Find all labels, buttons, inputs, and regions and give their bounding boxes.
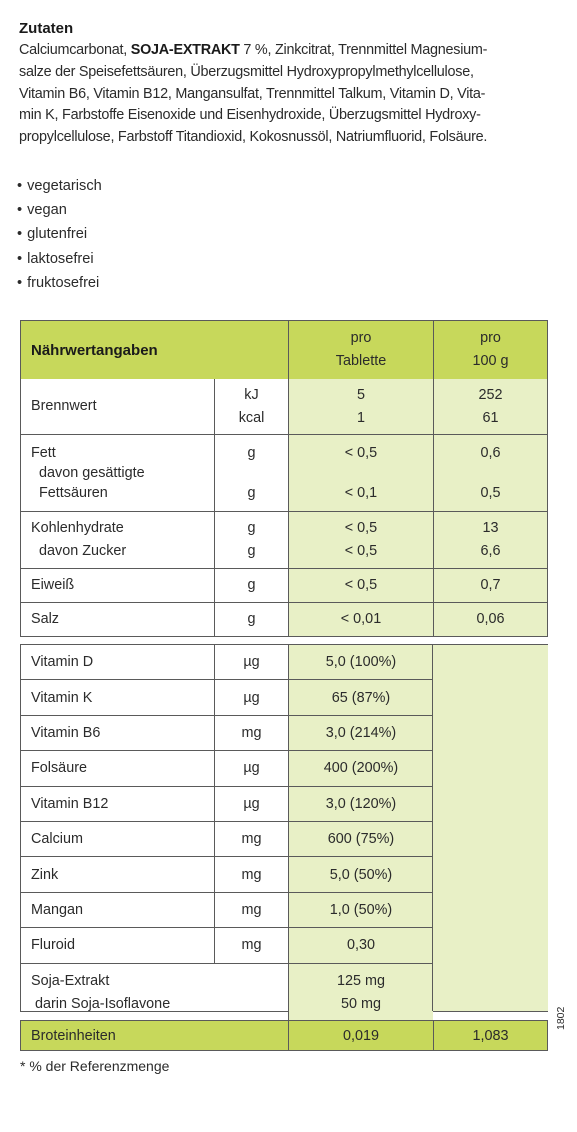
- nutrient-label-cell: Brennwert: [31, 398, 97, 414]
- header-per-100g-l2: 100 g: [472, 353, 509, 369]
- vitamin-per-tablet: 5,0 (100%): [288, 645, 433, 680]
- soja-label-1: Soja-Extrakt: [31, 972, 110, 989]
- broteinheiten-tablet: 0,019: [288, 1021, 433, 1050]
- property-item: glutenfrei: [17, 222, 102, 246]
- nutrient-per-100g-cell: 0,06: [433, 603, 547, 636]
- nutrient-per-tablet-cell: < 0,01: [288, 603, 433, 636]
- vitamin-per-tablet: 65 (87%): [288, 680, 433, 715]
- nutrition-row: Kohlenhydrate davon Zucker g g < 0,5 < 0,5 13…: [21, 511, 547, 568]
- broteinheiten-row: Broteinheiten 0,019 1,083: [21, 1021, 547, 1050]
- nutrient-per-100g-cell: 0,6 0,5: [433, 435, 547, 511]
- vitamin-label: Folsäure: [31, 760, 87, 777]
- vitamin-per-tablet: 3,0 (120%): [288, 786, 433, 821]
- soja-label-cell: Soja-Extrakt darin Soja-Isoflavone: [21, 964, 288, 1022]
- vitamin-unit: mg: [214, 857, 288, 892]
- vitamin-row: Fluroid mg 0,30: [21, 927, 547, 963]
- vitamin-per-tablet: 400 (200%): [288, 751, 433, 786]
- nutrient-label-cell: Salz: [31, 611, 59, 627]
- vitamin-unit: µg: [214, 751, 288, 786]
- nutrition-row: Fett davon gesättigte Fettsäuren g g < 0,5…: [21, 434, 547, 511]
- broteinheiten-label: Broteinheiten: [31, 1027, 116, 1044]
- broteinheiten-per100: 1,083: [433, 1021, 547, 1050]
- nutrition-title: Nährwertangaben: [31, 341, 158, 359]
- vitamin-label: Zink: [31, 866, 59, 883]
- nutrient-per-100g-cell: 0,7: [433, 569, 547, 602]
- vitamin-row: Zink mg 5,0 (50%): [21, 856, 547, 892]
- soja-value-1: 125 mg: [337, 972, 385, 989]
- nutrient-label-cell: Kohlenhydrate davon Zucker: [31, 520, 127, 559]
- nutrient-unit-cell: g: [214, 569, 288, 602]
- vitamin-unit: mg: [214, 892, 288, 928]
- vitamin-row: Vitamin B12 µg 3,0 (120%): [21, 785, 547, 821]
- vitamin-per-tablet: 600 (75%): [288, 821, 433, 857]
- nutrition-table: Nährwertangaben pro Tablette pro 100 g B…: [20, 320, 548, 637]
- property-item: vegetarisch: [17, 174, 102, 198]
- soja-label-2: darin Soja-Isoflavone: [35, 995, 171, 1012]
- vitamin-label: Vitamin B6: [31, 724, 101, 741]
- header-title-cell: Nährwertangaben: [21, 321, 288, 379]
- soja-row: Soja-Extrakt darin Soja-Isoflavone 125 m…: [21, 962, 547, 1022]
- vitamin-per-tablet: 0,30: [288, 928, 433, 963]
- nutrient-unit-cell: kJ kcal: [214, 379, 288, 434]
- nutrient-per-100g-cell: 13 6,6: [433, 512, 547, 568]
- vitamin-unit: mg: [214, 928, 288, 963]
- footnote: * % der Referenzmenge: [20, 1058, 170, 1074]
- soja-value-2: 50 mg: [341, 995, 381, 1012]
- vitamin-unit: mg: [214, 821, 288, 857]
- nutrient-per-tablet-cell: < 0,5 < 0,1: [288, 435, 433, 511]
- nutrient-unit-cell: g: [214, 603, 288, 636]
- vitamin-per-tablet: 5,0 (50%): [288, 857, 433, 892]
- article-code: 1802: [555, 1006, 567, 1030]
- vitamin-unit: µg: [214, 680, 288, 715]
- vitamin-label: Fluroid: [31, 937, 75, 954]
- ingredients-section: Zutaten Calciumcarbonat, SOJA-EXTRAKT 7 …: [19, 20, 559, 149]
- nutrition-row: Eiweiß g < 0,5 0,7: [21, 568, 547, 602]
- vitamin-row: Vitamin K µg 65 (87%): [21, 679, 547, 715]
- vitamin-per-tablet: 3,0 (214%): [288, 715, 433, 751]
- properties-list: vegetarischveganglutenfreilaktosefreifru…: [17, 174, 102, 295]
- vitamin-label: Calcium: [31, 831, 83, 848]
- vitamin-unit: µg: [214, 645, 288, 680]
- nutrient-label-cell: Fett davon gesättigte Fettsäuren: [31, 445, 145, 501]
- vitamin-label: Mangan: [31, 901, 84, 918]
- nutrition-row: Salz g < 0,01 0,06: [21, 602, 547, 636]
- nutrient-per-100g-cell: 252 61: [433, 379, 547, 434]
- nutrient-unit-cell: g g: [214, 435, 288, 511]
- vitamin-per-tablet: 1,0 (50%): [288, 892, 433, 928]
- header-per-tablet-l2: Tablette: [335, 353, 387, 369]
- ingredients-heading: Zutaten: [19, 20, 74, 37]
- vitamin-row: Mangan mg 1,0 (50%): [21, 891, 547, 928]
- property-item: laktosefrei: [17, 247, 102, 271]
- header-per-tablet: pro Tablette: [288, 321, 433, 379]
- ingredients-text: Calciumcarbonat, SOJA-EXTRAKT 7 %, Zinkc…: [19, 42, 488, 146]
- header-per-tablet-l1: pro: [350, 330, 372, 346]
- vitamin-row: Folsäure µg 400 (200%): [21, 750, 547, 786]
- vitamin-label: Vitamin B12: [31, 795, 109, 812]
- property-item: vegan: [17, 198, 102, 222]
- vitamin-row: Calcium mg 600 (75%): [21, 820, 547, 857]
- vitamin-unit: µg: [214, 786, 288, 821]
- header-per-100g-l1: pro: [480, 330, 501, 346]
- vitamin-label: Vitamin D: [31, 654, 94, 671]
- nutrient-label-cell: Eiweiß: [31, 577, 75, 593]
- header-per-100g: pro 100 g: [433, 321, 547, 379]
- vitamin-row: Vitamin D µg 5,0 (100%): [21, 645, 547, 680]
- soja-value-cell: 125 mg 50 mg: [288, 963, 433, 1022]
- vitamin-row: Vitamin B6 mg 3,0 (214%): [21, 714, 547, 751]
- vitamin-unit: mg: [214, 715, 288, 751]
- property-item: fruktosefrei: [17, 271, 102, 295]
- vitamin-label: Vitamin K: [31, 689, 93, 706]
- nutrient-per-tablet-cell: < 0,5: [288, 569, 433, 602]
- nutrient-per-tablet-cell: < 0,5 < 0,5: [288, 512, 433, 568]
- nutrition-row: Brennwert kJ kcal 5 1 252 61: [21, 379, 547, 434]
- broteinheiten-table: Broteinheiten 0,019 1,083: [20, 1020, 548, 1051]
- per-100g-empty-column: [432, 645, 548, 1011]
- nutrition-header-row: Nährwertangaben pro Tablette pro 100 g: [21, 321, 547, 379]
- ingredient-highlight: SOJA-EXTRAKT: [130, 42, 240, 58]
